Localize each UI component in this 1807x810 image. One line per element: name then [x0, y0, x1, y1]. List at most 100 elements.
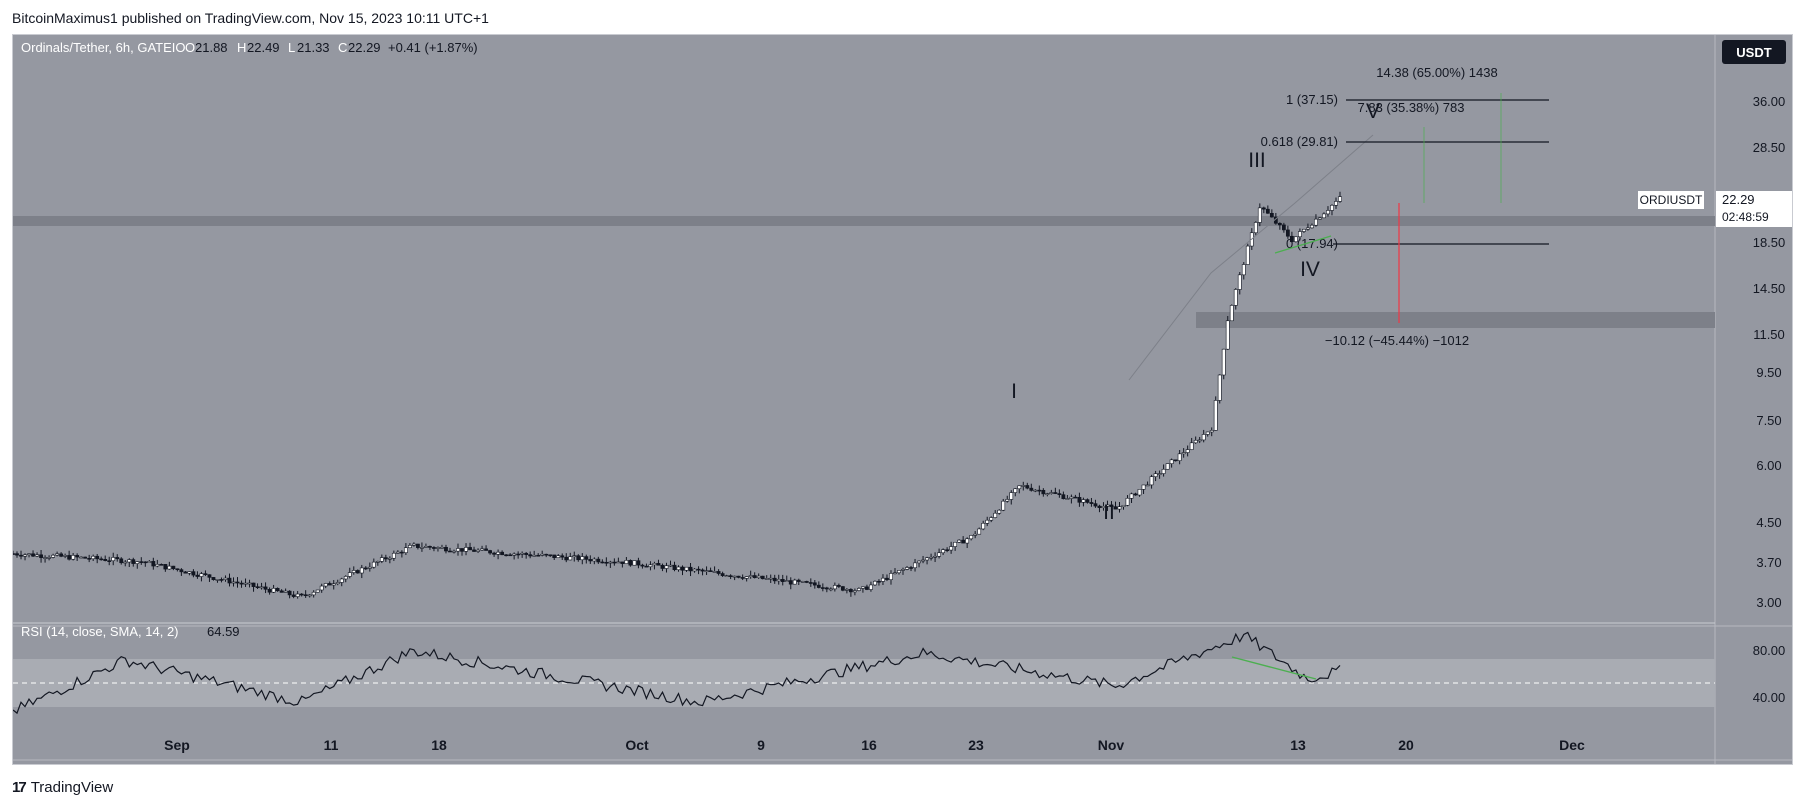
candle	[1137, 489, 1142, 496]
chart-svg[interactable]: 1 (37.15) 0.618 (29.81) 0 (17.94) 14.38 …	[11, 35, 1792, 764]
candle	[668, 564, 673, 567]
candle	[993, 512, 998, 518]
candle	[524, 552, 529, 555]
candle	[343, 576, 348, 580]
candle	[1221, 348, 1226, 376]
currency-button-label[interactable]: USDT	[1736, 45, 1771, 60]
candle	[367, 566, 372, 569]
candle	[1085, 499, 1090, 503]
candle	[909, 567, 913, 569]
candle	[965, 538, 970, 544]
candle	[800, 581, 805, 583]
candle	[339, 578, 344, 583]
candle	[383, 557, 388, 560]
candle	[604, 561, 609, 564]
candle	[1169, 459, 1174, 464]
legend-c-label: C	[338, 40, 347, 55]
candle	[764, 578, 769, 580]
candle	[969, 535, 974, 540]
candle	[1129, 493, 1134, 499]
candle	[1314, 218, 1318, 226]
candle	[616, 561, 621, 564]
candle	[1009, 492, 1014, 500]
candle	[267, 589, 272, 593]
candle	[1197, 439, 1202, 442]
candle	[780, 579, 785, 582]
candle	[632, 560, 637, 566]
candle	[207, 574, 212, 578]
candle	[812, 582, 817, 586]
candle	[1157, 473, 1162, 475]
candle	[83, 556, 88, 559]
candle	[913, 562, 917, 569]
legend-o-label: O	[185, 40, 195, 55]
candle	[195, 574, 200, 577]
candle	[247, 582, 252, 585]
main-legend[interactable]: Ordinals/Tether, 6h, GATEIO O 21.88 H 22…	[21, 40, 478, 55]
candle	[961, 539, 966, 544]
projection-line	[1128, 134, 1374, 381]
candle	[1310, 224, 1314, 229]
candle	[251, 582, 256, 587]
candle	[1261, 207, 1266, 210]
rsi-legend-label[interactable]: RSI (14, close, SMA, 14, 2)	[21, 624, 179, 639]
price-scale[interactable]	[1715, 35, 1792, 764]
candle	[295, 593, 300, 597]
x-tick-label: 23	[968, 737, 984, 753]
candle	[375, 561, 380, 563]
candle	[897, 570, 901, 574]
candle	[1257, 207, 1262, 223]
candle	[556, 555, 561, 558]
candle	[680, 566, 685, 571]
candle	[31, 553, 35, 557]
candle	[147, 561, 152, 563]
candle	[664, 565, 669, 569]
rsi-divergence-line	[1231, 656, 1317, 680]
candle	[55, 553, 59, 556]
candle	[828, 588, 833, 591]
candle	[403, 547, 408, 553]
candle	[736, 575, 741, 578]
candle	[1061, 494, 1066, 500]
candle	[1033, 489, 1038, 492]
candle	[271, 587, 276, 593]
fib-1-label: 1 (37.15)	[1286, 92, 1338, 107]
candle	[1217, 374, 1222, 401]
candle	[1113, 506, 1118, 510]
candle	[47, 557, 51, 559]
candle	[211, 577, 216, 580]
candle	[480, 548, 484, 551]
candle	[688, 566, 693, 572]
candle	[1077, 497, 1082, 503]
candle	[235, 581, 240, 584]
candle	[15, 553, 19, 556]
candle	[704, 570, 709, 572]
candle	[175, 568, 180, 571]
candle	[844, 589, 849, 591]
rsi-legend-value: 64.59	[207, 624, 240, 639]
candle	[1322, 213, 1326, 219]
candle	[720, 573, 725, 576]
legend-h-label: H	[237, 40, 246, 55]
candle	[363, 567, 368, 570]
legend-symbol[interactable]: Ordinals/Tether, 6h, GATEIO	[21, 40, 186, 55]
candle	[893, 572, 897, 575]
candle	[287, 590, 292, 596]
y-tick-label: 18.50	[1753, 235, 1786, 250]
candle	[67, 555, 72, 560]
candle	[901, 569, 905, 571]
candle	[59, 553, 64, 557]
candle	[1205, 431, 1210, 435]
candle	[444, 547, 448, 552]
candle	[1181, 452, 1186, 455]
candle	[1065, 498, 1070, 500]
candle	[139, 561, 144, 563]
candle	[1101, 506, 1106, 508]
mid-measure-label: 7.83 (35.38%) 783	[1358, 100, 1465, 115]
candle	[500, 551, 505, 556]
candle	[881, 577, 885, 582]
tradingview-logo[interactable]: 17 TradingView	[12, 779, 113, 796]
chart-frame[interactable]: 1 (37.15) 0.618 (29.81) 0 (17.94) 14.38 …	[11, 34, 1793, 765]
candle	[1245, 245, 1250, 265]
currency-button[interactable]	[1722, 40, 1786, 64]
